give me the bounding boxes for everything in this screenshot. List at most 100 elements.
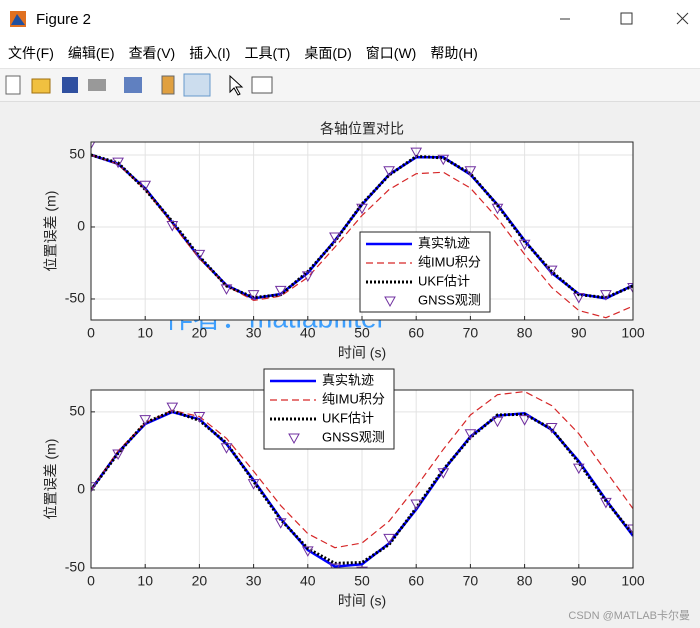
link-icon[interactable] bbox=[124, 77, 142, 93]
gnss-marker bbox=[572, 463, 585, 475]
x-tick-label: 50 bbox=[354, 325, 370, 341]
legend-label: GNSS观测 bbox=[418, 292, 481, 307]
gnss-marker bbox=[627, 282, 633, 294]
gnss-marker bbox=[600, 497, 612, 509]
gnss-marker bbox=[491, 416, 504, 428]
gnss-marker bbox=[600, 290, 612, 301]
gnss-marker bbox=[518, 415, 531, 426]
y-axis-label: 位置误差 (m) bbox=[43, 191, 59, 272]
y-tick-label: 0 bbox=[77, 481, 85, 497]
x-tick-label: 20 bbox=[192, 325, 208, 341]
toolbar bbox=[0, 69, 700, 102]
x-tick-label: 90 bbox=[571, 325, 587, 341]
legend-label: UKF估计 bbox=[322, 410, 374, 425]
plot-area bbox=[91, 142, 633, 319]
legend-label: 真实轨迹 bbox=[322, 372, 374, 387]
y-axis-label: 位置误差 (m) bbox=[43, 439, 59, 520]
x-tick-label: 80 bbox=[517, 573, 533, 589]
gnss-marker bbox=[356, 566, 368, 568]
gnss-marker bbox=[301, 271, 314, 282]
plot-area bbox=[91, 390, 633, 568]
menu-item[interactable]: 查看(V) bbox=[128, 45, 176, 61]
credit: CSDN @MATLAB卡尔曼 bbox=[568, 609, 690, 622]
gnss-marker bbox=[112, 449, 124, 461]
gnss-marker bbox=[288, 433, 300, 445]
menu-item[interactable]: 文件(F) bbox=[8, 45, 54, 61]
title-bar: Figure 2 bbox=[0, 0, 700, 38]
property-icon[interactable] bbox=[251, 76, 273, 94]
gnss-marker bbox=[437, 154, 450, 166]
x-tick-label: 90 bbox=[571, 573, 587, 589]
close-button[interactable] bbox=[676, 12, 689, 25]
gnss-marker bbox=[193, 249, 206, 261]
menu-item[interactable]: 编辑(E) bbox=[67, 45, 115, 61]
axes-box bbox=[90, 141, 634, 321]
gnss-marker bbox=[274, 285, 287, 297]
menu-item[interactable]: 窗口(W) bbox=[365, 45, 417, 61]
gnss-marker bbox=[410, 499, 423, 511]
series-line bbox=[91, 153, 633, 300]
x-axis-label: 时间 (s) bbox=[338, 345, 386, 361]
x-tick-label: 60 bbox=[408, 573, 424, 589]
gnss-marker bbox=[356, 203, 368, 215]
print-icon[interactable] bbox=[88, 79, 106, 91]
gnss-marker bbox=[545, 422, 558, 434]
gnss-marker bbox=[91, 482, 97, 493]
y-tick-label: 50 bbox=[69, 403, 85, 419]
menu-item[interactable]: 桌面(D) bbox=[304, 45, 352, 61]
open-icon[interactable] bbox=[31, 78, 51, 94]
gnss-marker bbox=[193, 412, 206, 423]
legend-label: 纯IMU积分 bbox=[322, 391, 385, 406]
gnss-marker bbox=[572, 293, 585, 304]
gnss-marker bbox=[464, 166, 477, 177]
x-tick-label: 60 bbox=[408, 325, 424, 341]
save-icon[interactable] bbox=[62, 77, 78, 93]
x-tick-label: 100 bbox=[621, 325, 645, 341]
legend-box bbox=[359, 231, 491, 313]
x-tick-label: 10 bbox=[137, 573, 153, 589]
window-title: Figure 2 bbox=[36, 10, 92, 28]
series-line bbox=[91, 390, 633, 549]
x-tick-label: 70 bbox=[463, 573, 479, 589]
legend-label: UKF估计 bbox=[418, 273, 470, 288]
x-tick-label: 50 bbox=[354, 573, 370, 589]
x-tick-label: 30 bbox=[246, 573, 262, 589]
y-tick-label: -50 bbox=[65, 559, 85, 575]
pointer-icon[interactable] bbox=[229, 74, 244, 96]
window-controls bbox=[560, 12, 689, 25]
gnss-marker bbox=[384, 296, 396, 308]
gnss-marker bbox=[437, 468, 450, 479]
menu-item[interactable]: 帮助(H) bbox=[430, 45, 478, 61]
gnss-marker bbox=[220, 443, 233, 454]
x-axis-label: 时间 (s) bbox=[338, 593, 386, 609]
series-line bbox=[91, 409, 633, 565]
gnss-marker bbox=[166, 221, 179, 232]
legend-icon[interactable] bbox=[183, 73, 211, 97]
gnss-marker bbox=[166, 402, 179, 414]
x-tick-label: 80 bbox=[517, 325, 533, 341]
x-tick-label: 20 bbox=[192, 573, 208, 589]
gnss-marker bbox=[112, 157, 124, 169]
menu-item[interactable]: 工具(T) bbox=[244, 45, 291, 61]
menu-bar: 文件(F) 编辑(E) 查看(V) 插入(I) 工具(T) 桌面(D) 窗口(W) 帮助(H) bbox=[0, 38, 700, 69]
gnss-marker bbox=[491, 203, 504, 215]
gnss-marker bbox=[247, 290, 260, 301]
legend-label: GNSS观测 bbox=[322, 429, 385, 444]
colorbar-icon[interactable] bbox=[161, 75, 175, 95]
new-icon[interactable] bbox=[5, 75, 21, 95]
figure-canvas: 作者：matlabfilter CSDN @MATLAB卡尔曼 01020304… bbox=[43, 121, 690, 622]
axes-title: 各轴位置对比 bbox=[320, 121, 404, 137]
gnss-marker bbox=[139, 180, 152, 192]
y-tick-label: -50 bbox=[65, 290, 85, 306]
menu-item[interactable]: 插入(I) bbox=[189, 45, 231, 61]
y-tick-label: 0 bbox=[77, 218, 85, 234]
maximize-button[interactable] bbox=[620, 12, 633, 25]
gnss-marker bbox=[410, 147, 423, 159]
x-tick-label: 30 bbox=[246, 325, 262, 341]
y-tick-label: 50 bbox=[69, 146, 85, 162]
gnss-marker bbox=[545, 265, 558, 277]
x-tick-label: 0 bbox=[87, 573, 95, 589]
toolbar-icons bbox=[5, 73, 273, 97]
x-tick-label: 100 bbox=[621, 573, 645, 589]
